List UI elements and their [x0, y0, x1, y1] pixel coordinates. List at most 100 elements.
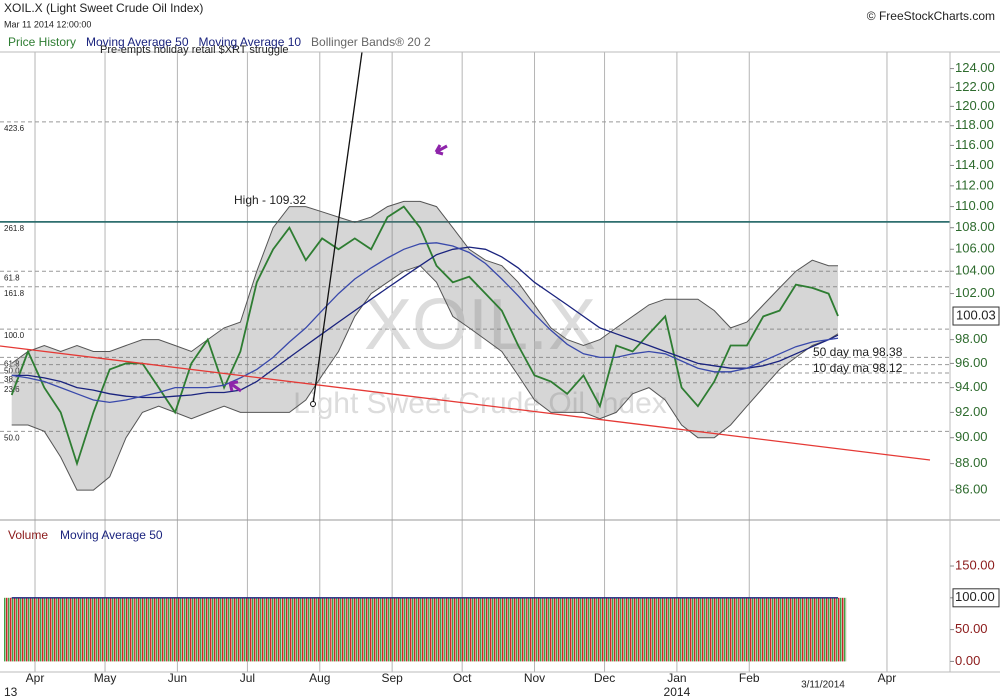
- volume-bar: [183, 597, 200, 662]
- volume-bar: [101, 597, 118, 662]
- annotation: Pre-empts holiday retail $XRT struggle: [100, 44, 289, 56]
- volume-bar: [804, 597, 821, 662]
- x-tick-label: Feb: [739, 671, 760, 685]
- volume-bar: [395, 597, 412, 662]
- volume-bar: [248, 597, 265, 662]
- bollinger-lower: [11, 265, 839, 491]
- volume-bar: [829, 597, 847, 662]
- volume-bar: [640, 597, 658, 662]
- volume-bar: [706, 597, 723, 662]
- volume-bar: [624, 597, 641, 662]
- volume-bar: [510, 597, 527, 662]
- volume-bar: [591, 597, 609, 662]
- y-tick-label: 0.00: [955, 653, 980, 668]
- legend-entry: Moving Average 50: [60, 528, 163, 542]
- x-tick-label: Jun: [168, 671, 187, 685]
- x-tick-label: Aug: [309, 671, 330, 685]
- year-label: 2014: [664, 685, 691, 699]
- annotation: High - 109.32: [234, 193, 306, 207]
- volume-bar: [313, 597, 331, 662]
- y-tick-label: 96.00: [955, 355, 988, 370]
- volume-bar: [787, 597, 805, 662]
- volume-bar: [52, 597, 69, 662]
- annotation: 50 day ma 98.38: [813, 345, 903, 359]
- volume-bar: [85, 597, 102, 662]
- y-tick-label: 122.00: [955, 79, 995, 94]
- volume-bar: [232, 597, 249, 662]
- level-label: 161.8: [4, 289, 25, 298]
- volume-bar: [493, 597, 511, 662]
- volume-bar: [281, 597, 298, 662]
- volume-bar: [68, 597, 86, 662]
- y-tick-label: 108.00: [955, 219, 995, 234]
- volume-bar: [199, 597, 216, 662]
- y-tick-label: 116.00: [955, 137, 994, 152]
- volume-bar: [477, 597, 494, 662]
- level-label: 50.0: [4, 433, 20, 442]
- y-tick-label: 118.00: [955, 117, 994, 132]
- legend-entry: Moving Average 10: [199, 35, 302, 49]
- level-label: 261.8: [4, 224, 25, 233]
- volume-bar: [134, 597, 151, 662]
- volume-bar: [411, 597, 429, 662]
- volume-bar: [215, 597, 233, 662]
- y-tick-label: 106.00: [955, 241, 995, 256]
- volume-bar: [559, 597, 576, 662]
- volume-bar: [575, 597, 592, 662]
- volume-bar: [330, 597, 347, 662]
- volume-bar: [689, 597, 707, 662]
- moving-average: [11, 246, 839, 399]
- x-tick-label: May: [94, 671, 117, 685]
- y-tick-label: 150.00: [955, 557, 995, 572]
- volume-bar: [542, 597, 560, 662]
- level-label: 61.8: [4, 273, 20, 282]
- level-label: 50.0: [4, 367, 20, 376]
- year-label: 13: [4, 685, 18, 699]
- volume-bar: [673, 597, 690, 662]
- level-label: 38.2: [4, 375, 20, 384]
- trend-line: [0, 345, 931, 461]
- level-label: 23.6: [4, 385, 20, 394]
- volume-bar: [19, 597, 37, 662]
- y-tick-label: 50.00: [955, 621, 988, 636]
- volume-bar: [657, 597, 674, 662]
- x-tick-label: Oct: [453, 671, 472, 685]
- level-label: 100.0: [4, 331, 25, 340]
- volume-bar: [297, 597, 314, 662]
- x-tick-label: Nov: [524, 671, 545, 685]
- volume-bar: [444, 597, 461, 662]
- y-tick-label: 90.00: [955, 429, 988, 444]
- symbol-title: XOIL.X (Light Sweet Crude Oil Index): [4, 1, 203, 15]
- annotation-line: [312, 51, 363, 405]
- volume-bar: [722, 597, 739, 662]
- volume-bar: [264, 597, 282, 662]
- y-tick-label: 88.00: [955, 455, 988, 470]
- y-tick-label: 112.00: [955, 177, 994, 192]
- y-tick-label: 102.00: [955, 285, 995, 300]
- x-tick-label: Apr: [878, 671, 897, 685]
- price-box: [952, 306, 1000, 326]
- current-volume: 100.00: [955, 589, 995, 604]
- cursor-date: 3/11/2014: [801, 680, 845, 691]
- y-tick-label: 86.00: [955, 482, 988, 497]
- datetime: Mar 11 2014 12:00:00: [4, 19, 91, 29]
- arrow: [228, 380, 242, 393]
- legend-entry: Bollinger Bands® 20 2: [311, 35, 431, 49]
- moving-average: [11, 242, 839, 404]
- y-tick-label: 110.00: [955, 198, 994, 213]
- current-price: 100.03: [956, 307, 996, 322]
- volume-bar: [346, 597, 363, 662]
- plot-area: XOIL.XLight Sweet Crude Oil Index423.626…: [0, 52, 950, 672]
- bollinger-upper: [11, 200, 838, 364]
- y-tick-label: 120.00: [955, 98, 995, 113]
- volume-bar: [460, 597, 478, 662]
- y-tick-label: 114.00: [955, 157, 994, 172]
- volume-bar: [608, 597, 625, 662]
- volume-bar: [36, 597, 53, 662]
- y-tick-label: 124.00: [955, 60, 995, 75]
- legend-entry: Price History: [8, 35, 76, 49]
- volume-bar: [755, 597, 772, 662]
- annotation: 10 day ma 98.12: [813, 361, 903, 375]
